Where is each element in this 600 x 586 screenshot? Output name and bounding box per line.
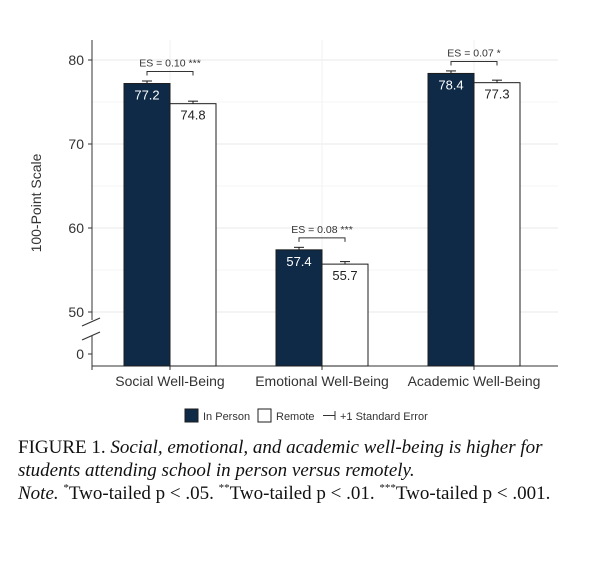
bars: 77.2 74.8 57.4 55.7 78.4 77.3 [123, 70, 521, 367]
value-label: 57.4 [286, 254, 311, 269]
value-label: 78.4 [438, 77, 463, 92]
value-label: 77.3 [484, 87, 509, 102]
axes: 0 50 60 70 80 Social Well-Being Emotional Well… [68, 40, 558, 389]
legend-label-standard-error: +1 Standard Error [340, 411, 428, 423]
bar-remote [169, 103, 217, 367]
axis-break-mark [81, 331, 101, 341]
legend-label-remote: Remote [276, 411, 315, 423]
p1-marker: * [63, 481, 69, 494]
bar-in-person [123, 83, 171, 367]
category-label: Social Well-Being [115, 373, 224, 389]
value-label: 77.2 [134, 88, 159, 103]
bar-remote [473, 82, 521, 367]
y-tick-label: 0 [76, 346, 84, 362]
legend-label-in-person: In Person [203, 411, 250, 423]
category-label: Emotional Well-Being [255, 373, 389, 389]
p1-stat: p < .05. [155, 483, 214, 504]
bar-in-person [275, 249, 323, 367]
effect-size-bracket [298, 237, 346, 242]
y-tick-label: 80 [68, 52, 84, 68]
bar-chart: 0 50 60 70 80 Social Well-Being Emotional Well… [28, 40, 558, 423]
effect-size-label: ES = 0.07 * [447, 47, 500, 59]
legend-swatch-in-person [184, 408, 199, 423]
p2-text: Two-tailed [229, 483, 312, 504]
effect-size-bracket [450, 60, 498, 66]
bar-remote [321, 263, 369, 367]
p2-marker: ** [218, 481, 230, 494]
figure-label: FIGURE 1. [18, 437, 106, 458]
p3-text: Two-tailed [395, 483, 478, 504]
y-tick-label: 60 [68, 220, 84, 236]
figure-note: Note. *Two-tailed p < .05. **Two-tailed … [18, 482, 588, 505]
note-label: Note. [18, 483, 59, 504]
p3-stat: p < .001. [482, 483, 551, 504]
category-label: Academic Well-Being [408, 373, 541, 389]
y-tick-label: 50 [68, 304, 84, 320]
legend: In Person Remote +1 Standard Error [184, 408, 428, 423]
value-label: 74.8 [180, 108, 205, 123]
figure-title-text: Social, emotional, and academic well-bei… [18, 437, 543, 481]
value-label: 55.7 [332, 268, 357, 283]
axis-break-mark [81, 317, 101, 327]
effect-size-bracket [146, 71, 194, 76]
bar-in-person [427, 72, 475, 367]
p3-marker: *** [379, 481, 396, 494]
p2-stat: p < .01. [316, 483, 375, 504]
effect-size-label: ES = 0.08 *** [291, 224, 353, 236]
y-tick-label: 70 [68, 136, 84, 152]
figure-caption: FIGURE 1. Social, emotional, and academi… [18, 436, 588, 505]
effect-size-annotations: ES = 0.10 *** ES = 0.08 *** ES = 0.07 * [139, 47, 501, 242]
figure-title: FIGURE 1. Social, emotional, and academi… [18, 436, 588, 482]
p1-text: Two-tailed [68, 483, 151, 504]
effect-size-label: ES = 0.10 *** [139, 58, 201, 70]
y-axis-label: 100-Point Scale [28, 153, 44, 252]
legend-swatch-remote [257, 408, 272, 423]
